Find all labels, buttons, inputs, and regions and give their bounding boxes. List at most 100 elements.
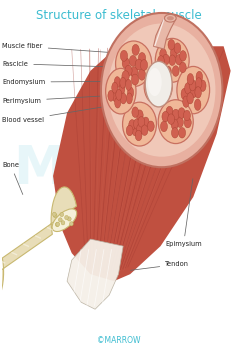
Ellipse shape: [120, 50, 128, 61]
Text: Muscle fiber: Muscle fiber: [2, 43, 144, 55]
Ellipse shape: [60, 212, 64, 216]
Ellipse shape: [125, 65, 132, 76]
Ellipse shape: [176, 55, 182, 65]
Ellipse shape: [140, 59, 148, 70]
Ellipse shape: [108, 90, 114, 101]
Ellipse shape: [189, 80, 196, 91]
Ellipse shape: [145, 61, 172, 107]
Ellipse shape: [172, 66, 179, 76]
Ellipse shape: [179, 62, 186, 73]
Ellipse shape: [70, 222, 73, 226]
Ellipse shape: [59, 218, 62, 222]
Ellipse shape: [122, 71, 129, 82]
Ellipse shape: [184, 117, 191, 128]
Ellipse shape: [52, 212, 56, 216]
Ellipse shape: [199, 80, 206, 92]
Ellipse shape: [142, 117, 149, 127]
Text: MA: MA: [13, 143, 107, 195]
Ellipse shape: [122, 58, 129, 69]
Ellipse shape: [129, 120, 135, 130]
Ellipse shape: [172, 127, 178, 138]
Polygon shape: [154, 17, 176, 49]
Text: Bone: Bone: [2, 163, 23, 194]
Ellipse shape: [148, 121, 154, 132]
Ellipse shape: [129, 55, 137, 66]
Ellipse shape: [157, 93, 163, 101]
Ellipse shape: [116, 89, 122, 100]
Ellipse shape: [149, 73, 155, 82]
Ellipse shape: [187, 93, 194, 104]
Text: ©MARROW: ©MARROW: [97, 336, 140, 345]
Ellipse shape: [132, 44, 139, 55]
Ellipse shape: [183, 110, 190, 121]
Ellipse shape: [155, 38, 189, 82]
Ellipse shape: [132, 107, 139, 118]
Ellipse shape: [150, 88, 156, 97]
Ellipse shape: [187, 74, 194, 85]
Ellipse shape: [126, 125, 133, 136]
Ellipse shape: [131, 67, 138, 78]
Ellipse shape: [147, 77, 153, 86]
Ellipse shape: [181, 88, 188, 100]
Ellipse shape: [127, 87, 134, 98]
Ellipse shape: [138, 69, 145, 80]
Text: Structure of skeletal muscle: Structure of skeletal muscle: [36, 10, 201, 23]
Ellipse shape: [160, 121, 168, 132]
Ellipse shape: [141, 125, 148, 136]
Ellipse shape: [115, 97, 121, 108]
Ellipse shape: [144, 68, 172, 105]
Ellipse shape: [55, 222, 59, 227]
Ellipse shape: [148, 68, 162, 96]
Ellipse shape: [172, 109, 179, 120]
Ellipse shape: [65, 215, 68, 220]
Ellipse shape: [53, 213, 57, 218]
Ellipse shape: [195, 78, 202, 89]
Ellipse shape: [126, 93, 132, 104]
Ellipse shape: [136, 110, 143, 120]
Ellipse shape: [120, 77, 126, 88]
Ellipse shape: [138, 117, 145, 127]
Ellipse shape: [67, 217, 71, 221]
Text: Fascicle: Fascicle: [2, 61, 123, 67]
Ellipse shape: [131, 74, 139, 85]
Ellipse shape: [135, 130, 142, 141]
Polygon shape: [67, 239, 123, 309]
Ellipse shape: [162, 111, 169, 122]
Ellipse shape: [180, 51, 186, 61]
Ellipse shape: [179, 127, 185, 138]
Text: Perimysium: Perimysium: [2, 95, 111, 103]
Ellipse shape: [168, 114, 175, 124]
Text: Endomysium: Endomysium: [2, 79, 113, 85]
Polygon shape: [53, 46, 231, 281]
Ellipse shape: [196, 71, 202, 83]
Ellipse shape: [61, 221, 65, 225]
Ellipse shape: [174, 43, 181, 54]
Ellipse shape: [158, 56, 164, 66]
Ellipse shape: [114, 77, 120, 88]
Ellipse shape: [176, 117, 183, 127]
Ellipse shape: [159, 79, 165, 88]
Ellipse shape: [168, 39, 175, 50]
Ellipse shape: [162, 84, 168, 93]
Ellipse shape: [147, 84, 152, 93]
Ellipse shape: [132, 125, 139, 136]
Ellipse shape: [116, 41, 152, 87]
Ellipse shape: [122, 102, 156, 146]
Ellipse shape: [177, 67, 210, 114]
Text: Tendon: Tendon: [131, 261, 189, 270]
Ellipse shape: [160, 49, 166, 59]
Ellipse shape: [108, 24, 215, 157]
Ellipse shape: [52, 209, 77, 232]
Ellipse shape: [106, 68, 136, 114]
Ellipse shape: [191, 86, 197, 98]
Ellipse shape: [163, 54, 169, 65]
Ellipse shape: [159, 74, 165, 83]
Ellipse shape: [138, 52, 146, 63]
Ellipse shape: [112, 90, 118, 101]
Ellipse shape: [183, 96, 189, 107]
Ellipse shape: [101, 13, 223, 167]
Ellipse shape: [119, 83, 125, 95]
Ellipse shape: [56, 222, 60, 226]
Ellipse shape: [134, 119, 140, 129]
Text: Epimysium: Epimysium: [165, 179, 202, 247]
